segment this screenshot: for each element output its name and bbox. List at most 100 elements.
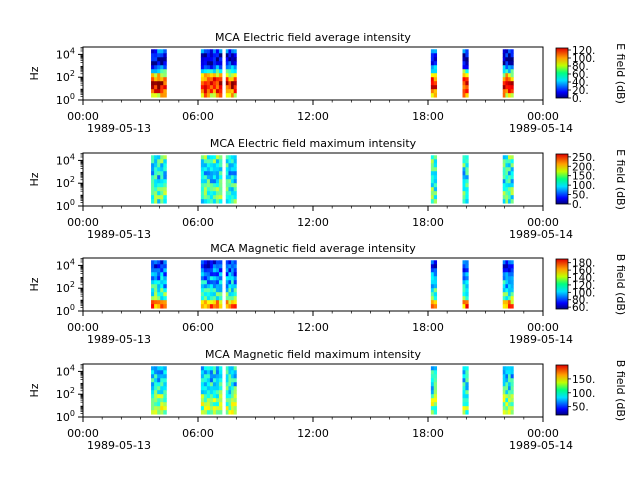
spectrogram-cell bbox=[163, 57, 167, 62]
y-axis-label: Hz bbox=[28, 383, 41, 397]
spectrogram-cell bbox=[502, 378, 506, 383]
spectrogram-cell bbox=[231, 394, 235, 399]
spectrogram-cell bbox=[209, 398, 214, 403]
spectrogram-cell bbox=[209, 159, 214, 164]
spectrogram-cell bbox=[218, 394, 223, 399]
spectrogram-cell bbox=[233, 378, 237, 383]
spectrogram-cell bbox=[233, 292, 237, 297]
spectrogram-cell bbox=[510, 53, 514, 58]
spectrogram-cell bbox=[508, 199, 512, 204]
spectrogram-cell bbox=[228, 280, 232, 285]
colorbar-tick-label: 120. bbox=[572, 45, 595, 57]
spectrogram-cell bbox=[433, 272, 438, 277]
spectrogram-cell bbox=[231, 195, 235, 200]
spectrogram-cell bbox=[462, 159, 466, 164]
spectrogram-cell bbox=[233, 374, 237, 379]
spectrogram-cell bbox=[212, 57, 217, 62]
colorbar bbox=[555, 153, 569, 205]
spectrogram-cell bbox=[508, 410, 512, 415]
spectrogram-cell bbox=[157, 155, 161, 160]
spectrogram-cell bbox=[215, 171, 220, 176]
spectrogram-cell bbox=[510, 370, 514, 375]
spectrogram-cell bbox=[228, 199, 232, 204]
spectrogram-cell bbox=[163, 378, 167, 383]
spectrogram-cell bbox=[206, 93, 211, 98]
spectrogram-cell bbox=[160, 386, 164, 391]
spectrogram-cell bbox=[212, 386, 217, 391]
panel-title: MCA Electric field maximum intensity bbox=[210, 137, 417, 150]
spectrogram-cell bbox=[157, 264, 161, 269]
spectrogram-cell bbox=[225, 402, 229, 407]
spectrogram-cell bbox=[160, 288, 164, 293]
spectrogram-cell bbox=[212, 167, 217, 172]
spectrogram-cell bbox=[505, 378, 509, 383]
spectrogram-cell bbox=[233, 175, 237, 180]
spectrogram-cell bbox=[231, 49, 235, 54]
spectrogram-cell bbox=[215, 288, 220, 293]
spectrogram-cell bbox=[433, 93, 438, 98]
spectrogram-cell bbox=[209, 69, 214, 74]
x-tick-label: 00:00 bbox=[67, 110, 99, 123]
spectrogram-cell bbox=[505, 382, 509, 387]
spectrogram-cell bbox=[510, 378, 514, 383]
spectrogram-cell bbox=[200, 81, 205, 86]
y-tick-label: 102 bbox=[56, 280, 75, 295]
spectrogram-cell bbox=[233, 276, 237, 281]
spectrogram-cell bbox=[462, 175, 466, 180]
spectrogram-cell bbox=[218, 73, 223, 78]
spectrogram-cell bbox=[200, 57, 205, 62]
spectrogram-cell bbox=[200, 167, 205, 172]
spectrogram-cell bbox=[508, 280, 512, 285]
spectrogram-cell bbox=[206, 386, 211, 391]
spectrogram-cell bbox=[157, 386, 161, 391]
spectrogram-cell bbox=[154, 89, 158, 94]
spectrogram-cell bbox=[163, 276, 167, 281]
spectrogram-cell bbox=[200, 280, 205, 285]
spectrogram-cell bbox=[430, 292, 435, 297]
spectrogram-cell bbox=[505, 268, 509, 273]
spectrogram-cell bbox=[212, 304, 217, 309]
spectrogram-cell bbox=[462, 260, 466, 265]
spectrogram-cell bbox=[510, 272, 514, 277]
spectrogram-cell bbox=[433, 89, 438, 94]
spectrogram-cell bbox=[212, 296, 217, 301]
spectrogram-cell bbox=[163, 374, 167, 379]
colorbar-tick-label: 20. bbox=[572, 85, 589, 97]
spectrogram-cell bbox=[465, 410, 469, 415]
spectrogram-cell bbox=[206, 65, 211, 70]
spectrogram-cell bbox=[218, 49, 223, 54]
spectrogram-cell bbox=[160, 272, 164, 277]
spectrogram-cell bbox=[151, 366, 155, 371]
spectrogram-cell bbox=[154, 272, 158, 277]
spectrogram-cell bbox=[200, 390, 205, 395]
spectrogram-cell bbox=[215, 300, 220, 305]
spectrogram-cell bbox=[465, 77, 469, 82]
spectrogram-cell bbox=[209, 304, 214, 309]
spectrogram-cell bbox=[462, 272, 466, 277]
spectrogram-cell bbox=[200, 199, 205, 204]
spectrogram-cell bbox=[203, 175, 208, 180]
spectrogram-cell bbox=[203, 69, 208, 74]
spectrogram-cell bbox=[209, 406, 214, 411]
spectrogram-cell bbox=[215, 89, 220, 94]
spectrogram-cell bbox=[433, 199, 438, 204]
spectrogram-cell bbox=[160, 276, 164, 281]
spectrogram-cell bbox=[502, 374, 506, 379]
spectrogram-cell bbox=[225, 191, 229, 196]
spectrogram-cell bbox=[157, 175, 161, 180]
spectrogram-cell bbox=[502, 187, 506, 192]
spectrogram-cell bbox=[225, 386, 229, 391]
spectrogram-cell bbox=[200, 61, 205, 66]
spectrogram-cell bbox=[433, 69, 438, 74]
spectrogram-cell bbox=[154, 155, 158, 160]
spectrogram-cell bbox=[203, 370, 208, 375]
spectrogram-cell bbox=[233, 69, 237, 74]
spectrogram-cell bbox=[505, 292, 509, 297]
spectrogram-cell bbox=[203, 53, 208, 58]
spectrogram-cell bbox=[154, 394, 158, 399]
spectrogram-cell bbox=[225, 49, 229, 54]
spectrogram-cell bbox=[203, 272, 208, 277]
spectrogram-cell bbox=[206, 85, 211, 90]
spectrogram-cell bbox=[160, 292, 164, 297]
spectrogram-cell bbox=[502, 276, 506, 281]
